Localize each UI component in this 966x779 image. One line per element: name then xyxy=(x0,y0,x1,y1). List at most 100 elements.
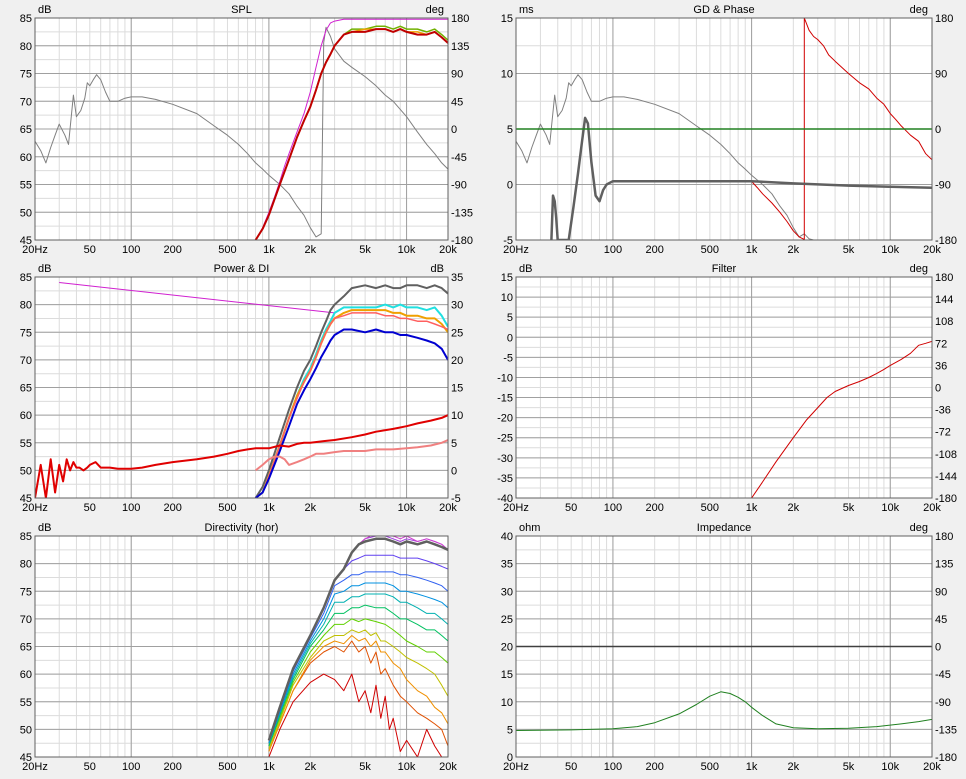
x-tick-label: 10k xyxy=(881,761,899,773)
y-tick-label: -25 xyxy=(497,433,513,445)
power-di-series-7 xyxy=(35,414,448,498)
x-tick-label: 5k xyxy=(359,502,371,514)
y2-tick-label: 0 xyxy=(935,383,941,395)
y2-tick-label: 180 xyxy=(935,531,953,543)
filter-chart: 151050-5-10-15-20-25-30-35-4018014410872… xyxy=(497,263,957,514)
y2-tick-label: 90 xyxy=(935,69,947,81)
power-di-series-8 xyxy=(254,439,448,472)
directivity-hor-series-5 xyxy=(268,618,448,747)
x-tick-label: 5k xyxy=(843,761,855,773)
power-di-series-6 xyxy=(254,328,448,498)
x-tick-label: 10k xyxy=(398,244,416,256)
y-tick-label: 5 xyxy=(507,124,513,136)
x-tick-label: 2k xyxy=(305,761,317,773)
impedance-chart: 403530252015105018013590450-45-90-135-18… xyxy=(501,522,957,773)
y-tick-label: 70 xyxy=(20,355,32,367)
x-tick-label: 5k xyxy=(843,502,855,514)
y-tick-label: -5 xyxy=(503,352,513,364)
y-tick-label: 75 xyxy=(20,586,32,598)
y2-tick-label: 0 xyxy=(935,642,941,654)
filter-title: Filter xyxy=(712,263,737,275)
directivity-hor-series-group xyxy=(267,536,448,757)
y2-tick-label: -90 xyxy=(935,180,951,192)
x-tick-label: 20k xyxy=(439,244,457,256)
y-tick-label: 70 xyxy=(20,96,32,108)
y-tick-label: -35 xyxy=(497,473,513,485)
y2-tick-label: 35 xyxy=(451,272,463,284)
y2-tick-label: -90 xyxy=(935,697,951,709)
x-tick-label: 2k xyxy=(788,502,800,514)
y-tick-label: 0 xyxy=(507,752,513,764)
x-tick-label: 500 xyxy=(701,761,719,773)
x-tick-label: 200 xyxy=(645,761,663,773)
power-di-series-group xyxy=(35,282,448,498)
y2-tick-label: 15 xyxy=(451,383,463,395)
spl-series-group xyxy=(35,18,448,240)
y-tick-label: 10 xyxy=(501,69,513,81)
y2-tick-label: -135 xyxy=(935,724,957,736)
y-axis-unit-label: dB xyxy=(38,4,51,16)
y2-tick-label: 180 xyxy=(451,13,469,25)
directivity-hor-series-13 xyxy=(267,537,448,741)
x-tick-label: 5k xyxy=(359,244,371,256)
y-tick-label: 10 xyxy=(501,292,513,304)
y2-tick-label: -36 xyxy=(935,405,951,417)
x-tick-label: 20k xyxy=(923,761,941,773)
y-tick-label: -5 xyxy=(503,235,513,247)
y2-tick-label: 20 xyxy=(451,355,463,367)
y-tick-label: 60 xyxy=(20,152,32,164)
y-tick-label: 35 xyxy=(501,559,513,571)
y-axis-unit-label: dB xyxy=(519,263,532,275)
y2-tick-label: -135 xyxy=(451,207,473,219)
impedance-grid xyxy=(515,535,933,758)
x-tick-label: 10k xyxy=(881,502,899,514)
directivity-hor-series-2 xyxy=(268,640,448,752)
y2-tick-label: -144 xyxy=(935,471,957,483)
x-tick-label: 200 xyxy=(163,761,181,773)
x-tick-label: 20Hz xyxy=(503,244,529,256)
directivity-hor-series-8 xyxy=(268,582,448,744)
y-tick-label: 60 xyxy=(20,669,32,681)
x-tick-label: 20k xyxy=(439,761,457,773)
filter-series-group xyxy=(751,340,932,498)
spl-series-1 xyxy=(35,26,448,238)
y-tick-label: -40 xyxy=(497,493,513,505)
y2-tick-label: 0 xyxy=(935,124,941,136)
y2-axis-unit-label: deg xyxy=(910,263,928,275)
spl-frame xyxy=(34,17,449,241)
y-tick-label: 20 xyxy=(501,642,513,654)
y-tick-label: 80 xyxy=(20,41,32,53)
spl-grid xyxy=(34,17,449,241)
y2-tick-label: 45 xyxy=(935,614,947,626)
y-tick-label: -20 xyxy=(497,413,513,425)
directivity-hor-series-7 xyxy=(268,593,448,744)
filter-series-1 xyxy=(751,340,932,498)
x-tick-label: 100 xyxy=(122,761,140,773)
x-tick-label: 500 xyxy=(701,502,719,514)
y2-tick-label: -180 xyxy=(935,752,957,764)
x-tick-label: 50 xyxy=(565,244,577,256)
y-tick-label: 15 xyxy=(501,272,513,284)
y-tick-label: 85 xyxy=(20,13,32,25)
y-tick-label: 60 xyxy=(20,410,32,422)
x-tick-label: 500 xyxy=(218,761,236,773)
y2-axis-unit-label: deg xyxy=(426,4,444,16)
x-tick-label: 100 xyxy=(604,244,622,256)
y2-tick-label: 72 xyxy=(935,338,947,350)
y-tick-label: 55 xyxy=(20,180,32,192)
y-tick-label: 65 xyxy=(20,124,32,136)
y2-tick-label: -90 xyxy=(451,180,467,192)
y-tick-label: 75 xyxy=(20,69,32,81)
x-tick-label: 500 xyxy=(218,244,236,256)
x-tick-label: 2k xyxy=(788,761,800,773)
y-tick-label: -10 xyxy=(497,372,513,384)
y2-tick-label: -45 xyxy=(451,152,467,164)
power-di-series-5 xyxy=(255,312,448,498)
y2-tick-label: 180 xyxy=(935,13,953,25)
y-tick-label: 5 xyxy=(507,312,513,324)
y2-tick-label: -108 xyxy=(935,449,957,461)
y-tick-label: 70 xyxy=(20,614,32,626)
